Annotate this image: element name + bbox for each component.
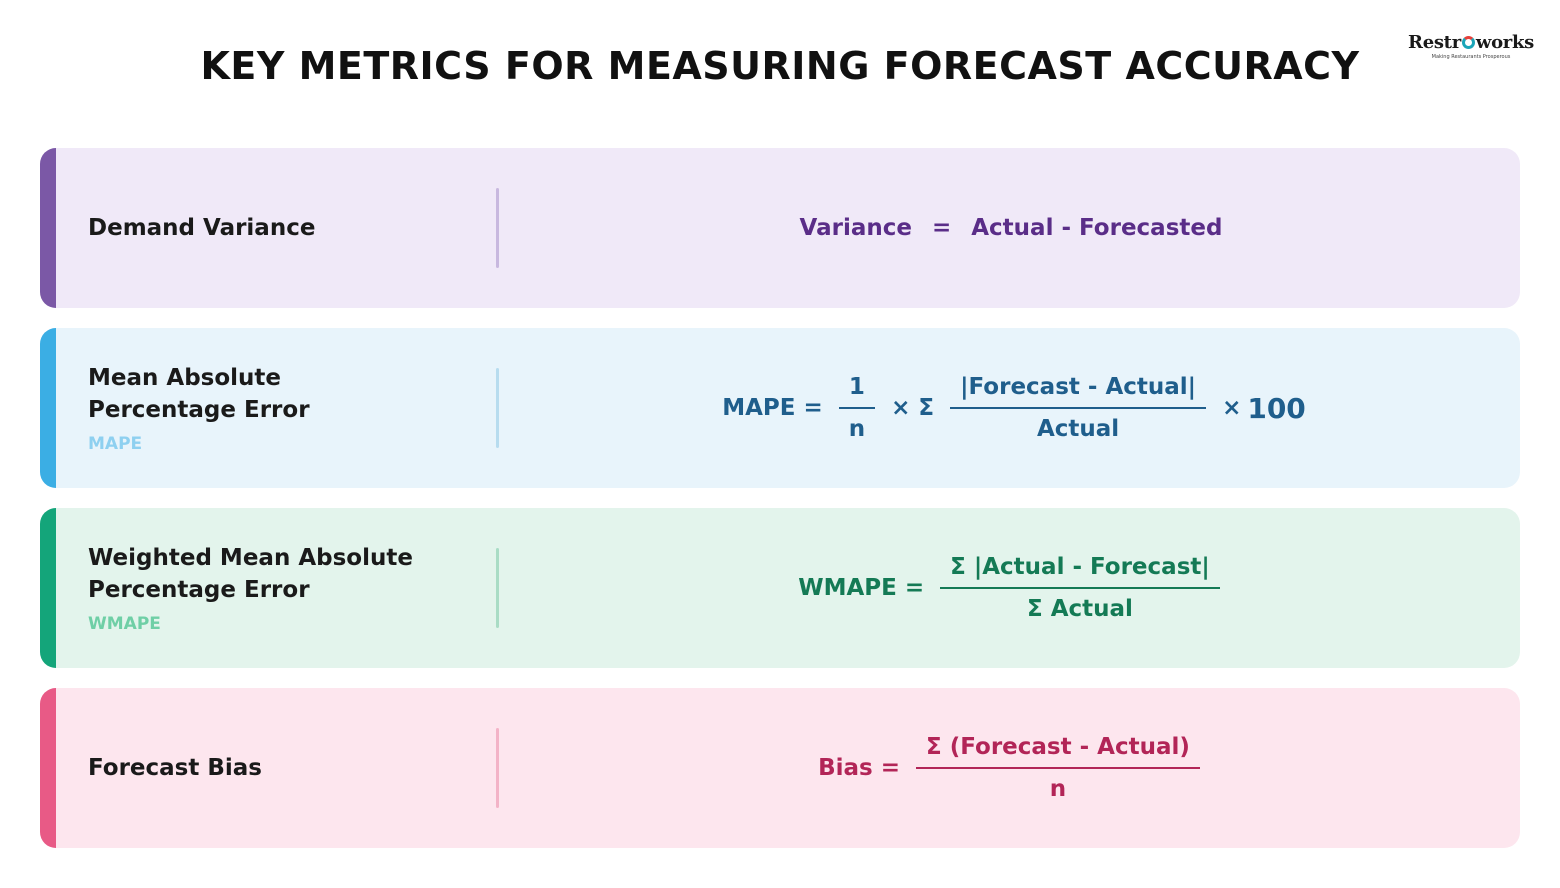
metric-name-line1: Weighted Mean Absolute [88, 545, 413, 571]
logo-wordmark: Restr works [1408, 32, 1534, 53]
metric-label: Mean Absolute Percentage Error MAPE [88, 328, 488, 488]
metric-card-wmape: Weighted Mean Absolute Percentage Error … [40, 508, 1520, 668]
fraction-numerator: 1 [848, 374, 865, 400]
fraction-denominator: Σ Actual [1026, 596, 1133, 622]
fraction-denominator: n [1049, 776, 1067, 802]
card-accent-bar [40, 328, 56, 488]
metric-card-forecast-bias: Forecast Bias Bias = Σ (Forecast - Actua… [40, 688, 1520, 848]
page-title: KEY METRICS FOR MEASURING FORECAST ACCUR… [200, 44, 1360, 88]
restroworks-logo: Restr works Making Restaurants Prosperous [1406, 32, 1536, 60]
metric-abbreviation: MAPE [88, 434, 143, 454]
fraction-sum-error-over-sum-actual: Σ |Actual - Forecast| Σ Actual [940, 554, 1220, 622]
fraction-one-over-n: 1 n [838, 374, 876, 442]
fraction-denominator: Actual [1036, 416, 1120, 442]
formula-rhs: Actual - Forecasted [971, 215, 1223, 241]
metric-name: Demand Variance [88, 215, 316, 241]
metric-label: Forecast Bias [88, 688, 488, 848]
formula-times: × [1222, 395, 1242, 421]
logo-tagline: Making Restaurants Prosperous [1431, 54, 1511, 60]
fraction-numerator: Σ |Actual - Forecast| [950, 554, 1210, 580]
fraction-error-over-actual: |Forecast - Actual| Actual [950, 374, 1207, 442]
card-divider [496, 728, 499, 808]
metric-formula: WMAPE = Σ |Actual - Forecast| Σ Actual [502, 508, 1520, 668]
metric-name: Forecast Bias [88, 755, 262, 781]
fraction-numerator: |Forecast - Actual| [960, 374, 1197, 400]
card-accent-bar [40, 148, 56, 308]
formula-lhs: Bias = [818, 755, 901, 781]
fraction-denominator: n [848, 416, 866, 442]
fraction-bar [916, 767, 1200, 769]
metric-name-line2: Percentage Error [88, 577, 310, 603]
card-divider [496, 548, 499, 628]
formula-hundred: 100 [1247, 391, 1306, 425]
metric-name-line2: Percentage Error [88, 397, 310, 423]
card-accent-bar [40, 688, 56, 848]
metric-formula: Bias = Σ (Forecast - Actual) n [502, 688, 1520, 848]
metric-name-line1: Mean Absolute [88, 365, 281, 391]
formula-equals: = [931, 215, 952, 241]
metric-formula: MAPE = 1 n × Σ |Forecast - Actual| Actua… [502, 328, 1520, 488]
formula-lhs: MAPE = [722, 395, 823, 421]
fraction-bar [940, 587, 1220, 589]
metric-card-mape: Mean Absolute Percentage Error MAPE MAPE… [40, 328, 1520, 488]
metric-label: Weighted Mean Absolute Percentage Error … [88, 508, 488, 668]
logo-o-icon [1461, 36, 1475, 49]
metric-label: Demand Variance [88, 148, 488, 308]
metric-abbreviation: WMAPE [88, 614, 161, 634]
card-divider [496, 188, 499, 268]
fraction-bar [838, 407, 876, 409]
metric-card-demand-variance: Demand Variance Variance = Actual - Fore… [40, 148, 1520, 308]
fraction-bias: Σ (Forecast - Actual) n [916, 734, 1200, 802]
formula-lhs: WMAPE = [798, 575, 925, 601]
formula-lhs: Variance [799, 215, 912, 241]
card-divider [496, 368, 499, 448]
fraction-bar [950, 407, 1207, 409]
fraction-numerator: Σ (Forecast - Actual) [926, 734, 1190, 760]
formula-times-sum: × Σ [891, 395, 935, 421]
metric-formula: Variance = Actual - Forecasted [502, 148, 1520, 308]
card-accent-bar [40, 508, 56, 668]
